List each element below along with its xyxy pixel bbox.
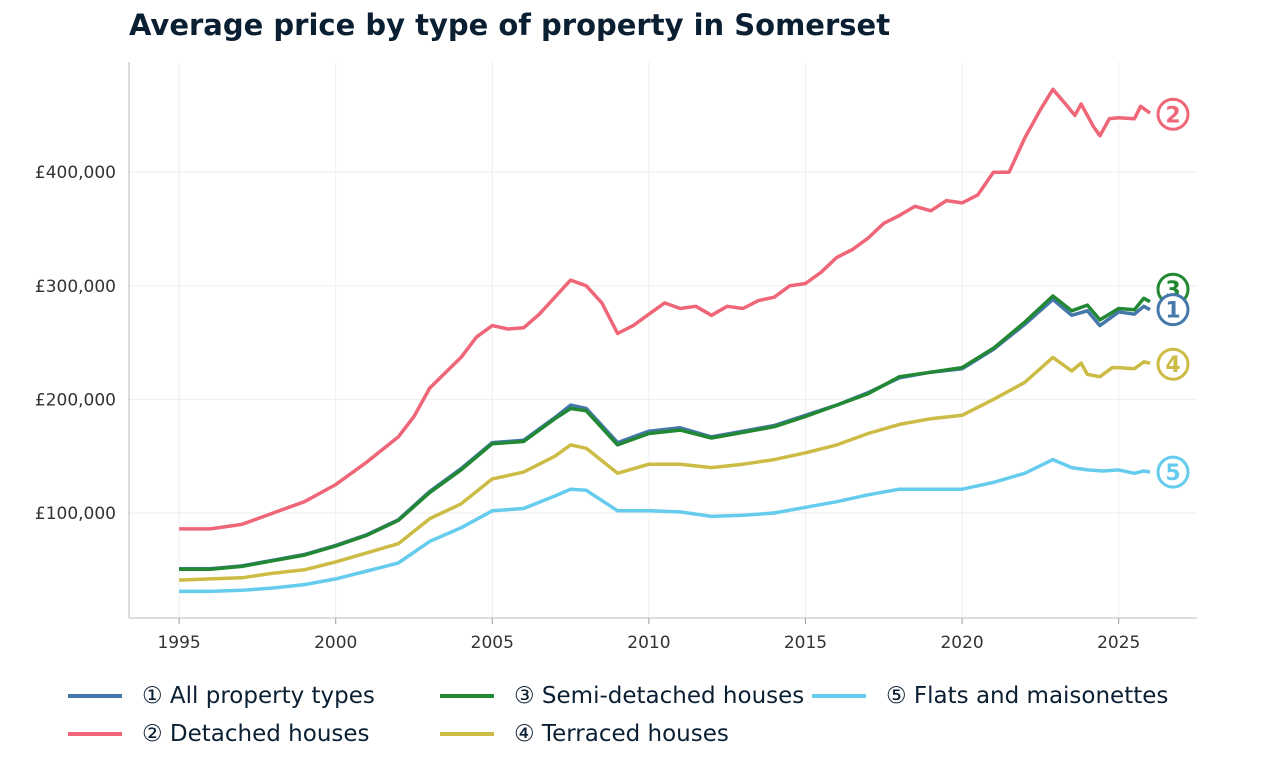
legend-swatch xyxy=(812,694,866,698)
legend-swatch xyxy=(440,732,494,736)
y-tick-label: £300,000 xyxy=(35,277,116,297)
legend-item: ① All property types xyxy=(68,680,440,712)
y-tick-label: £200,000 xyxy=(35,390,116,410)
legend-label: ① All property types xyxy=(142,683,375,709)
end-label-circle xyxy=(1156,347,1190,381)
series-line-5 xyxy=(179,457,1151,594)
x-tick-label: 2020 xyxy=(940,633,983,653)
end-label: 4 xyxy=(1165,353,1180,378)
x-tick-label: 2010 xyxy=(627,633,670,653)
chart-title: Average price by type of property in Som… xyxy=(129,8,891,42)
x-tick-label: 2005 xyxy=(471,633,514,653)
end-label-circle xyxy=(1156,97,1190,131)
line-chart: 1995 2000 2005 2010 2015 2020 2025 £100,000 £200… xyxy=(35,62,1197,653)
legend-label: ⑤ Flats and maisonettes xyxy=(886,683,1169,709)
y-tick-label: £400,000 xyxy=(35,163,116,183)
series-line-4 xyxy=(179,355,1151,582)
legend-swatch xyxy=(68,732,122,736)
legend-item: ④ Terraced houses xyxy=(440,718,812,750)
legend-label: ④ Terraced houses xyxy=(514,721,729,747)
series-line-2 xyxy=(179,87,1152,531)
x-tick-label: 2015 xyxy=(784,633,827,653)
legend-swatch xyxy=(68,694,122,698)
x-tick-label: 2000 xyxy=(314,633,357,653)
x-tick-label: 1995 xyxy=(157,633,200,653)
legend-label: ② Detached houses xyxy=(142,721,370,747)
legend-swatch xyxy=(440,694,494,698)
end-label: 5 xyxy=(1165,461,1180,486)
legend-label: ③ Semi-detached houses xyxy=(514,683,805,709)
end-label: 2 xyxy=(1165,103,1180,128)
series-line-3 xyxy=(179,294,1151,572)
end-label-circle xyxy=(1156,455,1190,489)
legend-item: ⑤ Flats and maisonettes xyxy=(812,680,1184,712)
end-label-circle xyxy=(1156,293,1190,327)
legend-item: ② Detached houses xyxy=(68,718,440,750)
x-tick-label: 2025 xyxy=(1097,633,1140,653)
end-label: 1 xyxy=(1165,299,1180,324)
legend-item: ③ Semi-detached houses xyxy=(440,680,812,712)
y-tick-label: £100,000 xyxy=(35,504,116,524)
legend: ① All property types ③ Semi-detached hous… xyxy=(68,680,1184,750)
